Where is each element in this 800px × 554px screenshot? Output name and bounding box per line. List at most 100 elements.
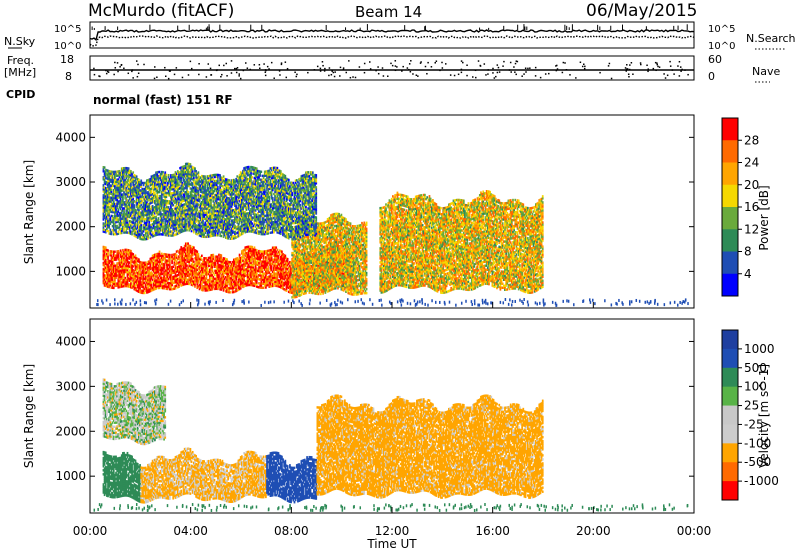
power-cell (176, 254, 178, 256)
power-cell (284, 255, 286, 257)
nave-dot (243, 70, 245, 72)
nave-dot (557, 68, 559, 70)
nave-dot (265, 75, 267, 77)
nave-dot (395, 60, 397, 62)
noise-search-label: N.Search (746, 32, 796, 45)
power-cell (198, 253, 200, 255)
nave-dot (684, 69, 686, 71)
nave-dot (377, 66, 379, 68)
nave-dot (236, 72, 238, 74)
nave-dot (436, 60, 438, 62)
nave-dot (466, 65, 468, 67)
nave-dot (390, 63, 392, 64)
noise-sky-label: N.Sky (4, 35, 36, 48)
power-cell (114, 250, 116, 252)
nave-dot (487, 69, 489, 71)
cpid-value: normal (fast) 151 RF (93, 93, 233, 107)
power-cell (212, 254, 214, 256)
nave-dot (535, 75, 537, 77)
nave-dot (502, 65, 504, 67)
nave-dot (352, 76, 354, 78)
nave-dot (106, 73, 108, 75)
freq-right-tick-high: 60 (708, 53, 722, 66)
nave-dot (220, 76, 222, 78)
nave-dot (409, 63, 411, 65)
nave-dot (286, 77, 288, 79)
nave-dot (322, 61, 324, 63)
power-cell (201, 259, 203, 261)
power-cell (187, 242, 189, 244)
nave-dot (584, 68, 586, 70)
power-cell (192, 258, 194, 260)
nave-dot (515, 63, 517, 65)
nave-dot (669, 61, 671, 63)
nave-dot (527, 68, 529, 70)
power-cell (320, 293, 322, 295)
nave-dot (677, 65, 679, 67)
nave-dot (132, 69, 134, 71)
nave-dot (416, 74, 418, 76)
nave-dot (670, 65, 672, 67)
nave-dot (681, 69, 683, 71)
nave-dot (307, 72, 309, 74)
nave-dot (514, 71, 516, 73)
freq-panel-frame (90, 56, 694, 80)
nave-dot (93, 68, 95, 70)
nave-dot (328, 75, 330, 77)
nave-dot (247, 67, 249, 69)
noise-panel-frame (90, 22, 694, 48)
nave-dot (121, 64, 123, 66)
nave-dot (221, 74, 223, 76)
power-cell (193, 261, 195, 263)
nave-dot (487, 73, 489, 75)
power-cell (201, 255, 203, 257)
nave-dot (510, 71, 512, 73)
nave-dot (114, 62, 116, 64)
nave-dot (334, 71, 336, 73)
nave-dot (131, 71, 133, 73)
nave-dot (497, 72, 499, 74)
nave-dot (168, 78, 170, 80)
nave-dot (608, 65, 610, 67)
power-cell (239, 254, 241, 256)
nave-dot (210, 68, 212, 70)
nave-dot (564, 62, 566, 64)
nave-dot (672, 69, 674, 71)
noise-search-trace (90, 36, 694, 46)
power-cell (341, 214, 343, 216)
nave-dot (314, 69, 316, 71)
nave-dot (265, 70, 267, 72)
nave-dot (625, 67, 627, 69)
nave-dot (240, 78, 242, 80)
nave-dot (575, 77, 577, 79)
power-cell (315, 268, 317, 270)
nave-dot (628, 76, 630, 78)
nave-dot (657, 66, 659, 68)
freq-unit-label: [MHz] (4, 66, 36, 79)
power-cell (151, 281, 153, 283)
nave-dot (287, 68, 289, 70)
nave-dot (680, 66, 682, 68)
nave-dot (234, 68, 236, 70)
power-cell (144, 292, 146, 294)
nave-dot (629, 69, 631, 71)
nave-dot (320, 70, 322, 72)
nave-dot (267, 66, 269, 68)
nave-dot (137, 76, 139, 78)
nave-dot (364, 72, 366, 74)
nave-dot (680, 70, 682, 72)
nave-dot (640, 64, 642, 66)
nave-dot (355, 77, 357, 79)
nave-dot (410, 60, 412, 62)
nave-dot (480, 65, 482, 67)
nave-dot (369, 61, 371, 63)
freq-left-tick-low: 8 (65, 70, 72, 83)
power-cell (161, 253, 163, 255)
nave-dot (223, 65, 225, 67)
power-cell (337, 239, 339, 241)
nave-dot (431, 66, 433, 68)
noise-sky-trace (90, 30, 694, 40)
power-cell (287, 258, 289, 260)
nave-dot (450, 74, 452, 76)
nave-dot (412, 73, 414, 75)
